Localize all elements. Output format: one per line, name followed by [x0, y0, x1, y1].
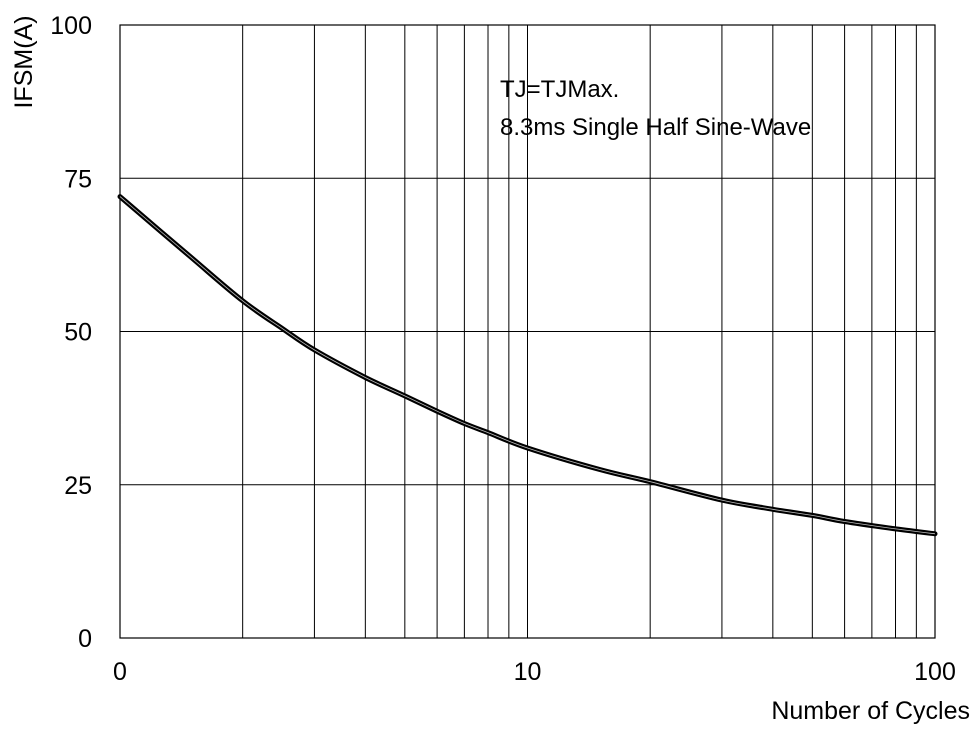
y-tick-label: 75: [64, 165, 92, 193]
grid-lines: [120, 25, 935, 638]
x-tick-label: 10: [514, 658, 542, 686]
plot-frame: [119, 24, 936, 639]
x-tick-label: 100: [914, 658, 956, 686]
y-tick-label: 100: [50, 12, 92, 40]
y-tick-label: 25: [64, 472, 92, 500]
series-line-highlight: [119, 196, 936, 535]
y-tick-label: 0: [78, 625, 92, 653]
series-lines: [117, 194, 938, 537]
x-axis-label: Number of Cycles: [771, 697, 970, 725]
y-tick-label: 50: [64, 319, 92, 347]
x-tick-label: 0: [113, 658, 127, 686]
annotation-line-2: 8.3ms Single Half Sine-Wave: [500, 114, 811, 141]
annotation-line-1: TJ=TJMax.: [500, 76, 619, 103]
tick-labels: 0 10 100 0 25 50 75 100: [50, 12, 956, 686]
y-axis-label: IFSM(A): [10, 15, 38, 108]
